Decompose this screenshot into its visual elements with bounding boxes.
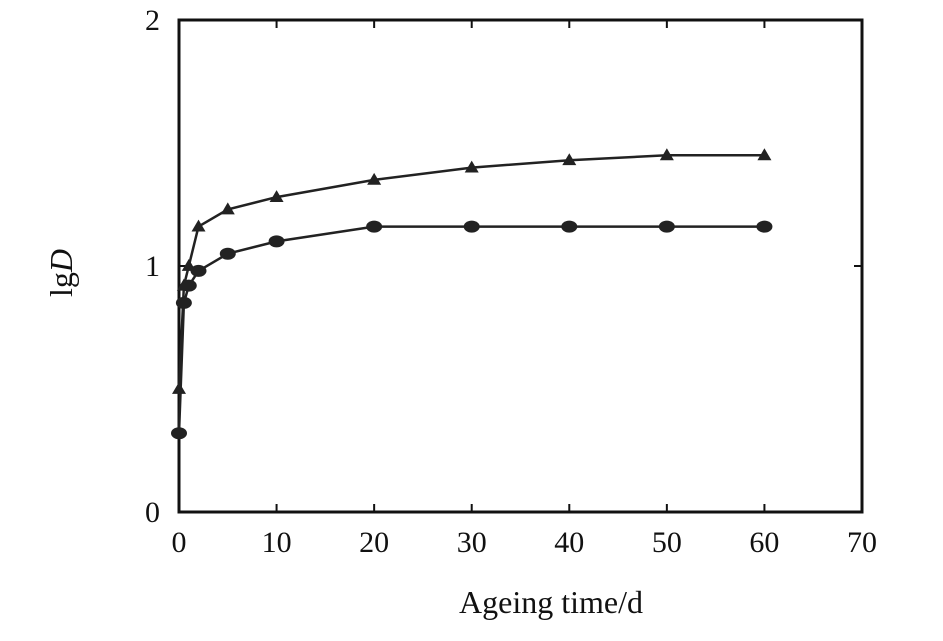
x-axis-title: Ageing time/d bbox=[459, 584, 643, 620]
series-triangle bbox=[172, 148, 772, 394]
series-line-triangle bbox=[177, 154, 765, 390]
data-point-circle bbox=[658, 220, 675, 233]
data-point-triangle bbox=[367, 172, 382, 185]
y-axis-title-prefix: lg bbox=[43, 272, 79, 297]
data-point-triangle bbox=[220, 202, 235, 215]
data-point-circle bbox=[175, 296, 192, 309]
data-point-circle bbox=[561, 220, 578, 233]
plot-frame bbox=[177, 18, 864, 514]
data-point-circle bbox=[756, 220, 773, 233]
x-tick-label: 40 bbox=[554, 526, 584, 559]
data-point-circle bbox=[366, 220, 383, 233]
y-tick-label: 0 bbox=[145, 496, 160, 529]
data-point-circle bbox=[268, 235, 285, 248]
x-tick-label: 10 bbox=[262, 526, 292, 559]
x-tick-label: 0 bbox=[172, 526, 187, 559]
plot-area bbox=[177, 18, 864, 514]
data-point-triangle bbox=[464, 160, 479, 173]
x-tick-label: 50 bbox=[652, 526, 682, 559]
x-tick-label: 30 bbox=[457, 526, 487, 559]
data-point-circle bbox=[190, 264, 207, 277]
x-tick-label: 20 bbox=[359, 526, 389, 559]
data-point-circle bbox=[219, 247, 236, 260]
x-tick-label: 60 bbox=[749, 526, 779, 559]
y-axis-title-var: D bbox=[43, 249, 79, 273]
data-point-triangle bbox=[191, 219, 206, 232]
data-point-circle bbox=[463, 220, 480, 233]
data-point-circle bbox=[171, 427, 187, 440]
x-axis-ticks: 0 10 20 30 40 50 60 70 bbox=[172, 20, 877, 559]
series-circle bbox=[171, 220, 773, 440]
series-line-circle bbox=[177, 225, 765, 434]
data-point-triangle bbox=[757, 148, 772, 161]
data-point-triangle bbox=[172, 382, 186, 394]
y-tick-label: 2 bbox=[145, 4, 160, 37]
data-point-circle bbox=[180, 279, 197, 292]
x-tick-label: 70 bbox=[847, 526, 877, 559]
data-point-triangle bbox=[269, 190, 284, 203]
y-tick-label: 1 bbox=[145, 250, 160, 283]
y-axis-ticks: 0 1 2 bbox=[145, 4, 862, 529]
y-axis-title: lgD bbox=[43, 249, 79, 297]
data-point-triangle bbox=[659, 148, 674, 161]
data-point-triangle bbox=[562, 153, 577, 166]
series-layer bbox=[171, 148, 773, 440]
